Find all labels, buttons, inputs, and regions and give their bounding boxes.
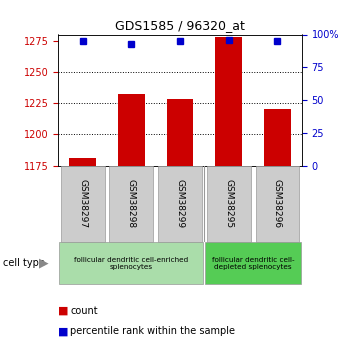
- Text: GSM38297: GSM38297: [78, 179, 87, 228]
- Bar: [118, 95, 145, 166]
- Bar: [205, 242, 301, 284]
- Text: follicular dendritic cell-enriched
splenocytes: follicular dendritic cell-enriched splen…: [74, 257, 189, 269]
- Text: ■: ■: [58, 326, 69, 336]
- Bar: [215, 37, 242, 166]
- Bar: [158, 166, 202, 242]
- Bar: [167, 99, 193, 166]
- Bar: [256, 166, 299, 242]
- Bar: [109, 166, 153, 242]
- Bar: [59, 242, 203, 284]
- Text: GSM38299: GSM38299: [176, 179, 185, 228]
- Bar: [61, 166, 105, 242]
- Bar: [264, 109, 291, 166]
- Bar: [207, 166, 251, 242]
- Text: GSM38295: GSM38295: [224, 179, 233, 228]
- Text: GSM38298: GSM38298: [127, 179, 136, 228]
- Title: GDS1585 / 96320_at: GDS1585 / 96320_at: [115, 19, 245, 32]
- Bar: [69, 158, 96, 166]
- Text: cell type: cell type: [3, 258, 45, 268]
- Text: count: count: [70, 306, 98, 315]
- Text: percentile rank within the sample: percentile rank within the sample: [70, 326, 235, 336]
- Text: follicular dendritic cell-
depleted splenocytes: follicular dendritic cell- depleted sple…: [212, 257, 294, 269]
- Text: ■: ■: [58, 306, 69, 315]
- Text: ▶: ▶: [39, 257, 49, 269]
- Text: GSM38296: GSM38296: [273, 179, 282, 228]
